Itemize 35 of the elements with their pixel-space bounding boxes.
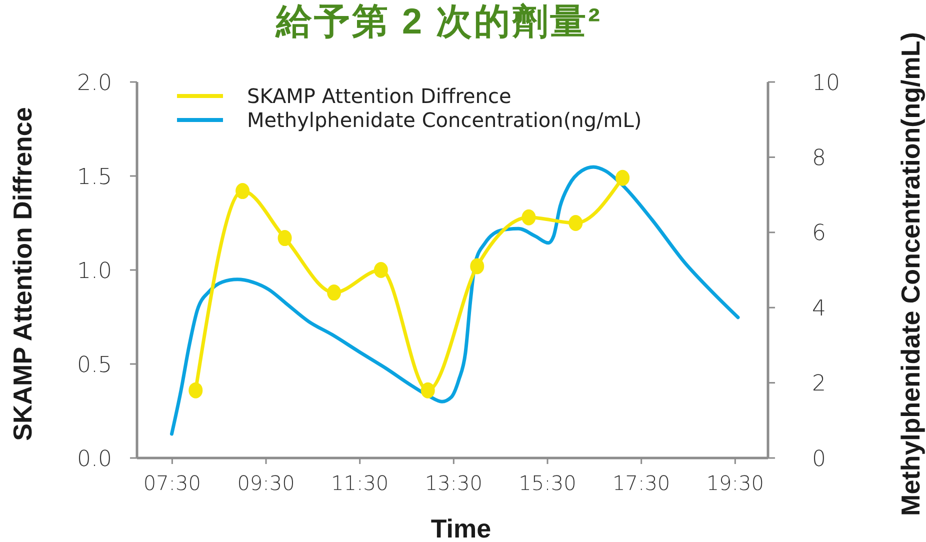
y-axis-title: SKAMP Attention Diffrence [8, 107, 38, 441]
y2-tick-label: 6 [812, 221, 826, 246]
x-tick-label: 11:30 [331, 471, 389, 496]
point [616, 170, 630, 186]
point [188, 382, 203, 398]
point [278, 230, 292, 246]
legend-label: Methylphenidate Concentration(ng/mL) [247, 108, 642, 132]
chart-title: 給予第 2 次的劑量² [276, 0, 602, 44]
point [327, 284, 342, 301]
legend-label: SKAMP Attention Diffrence [247, 84, 512, 108]
y2-tick-label: 8 [812, 146, 826, 172]
point [374, 262, 388, 278]
point [420, 382, 435, 398]
y-tick-label: 1.5 [77, 164, 112, 190]
point [568, 215, 583, 231]
line-series [170, 165, 740, 436]
x-tick-label: 13:30 [424, 471, 482, 496]
x-tick-label: 15:30 [518, 471, 576, 496]
x-axis-title: Time [430, 514, 492, 542]
x-tick-label: 17:30 [612, 471, 670, 496]
y-tick-label: 2.0 [77, 70, 112, 96]
y-tick-label: 0.5 [77, 352, 112, 378]
point [470, 258, 484, 274]
y2-tick-label: 0 [812, 446, 826, 472]
x-tick-label: 19:30 [706, 471, 764, 496]
y2-axis-title: Methylphenidate Concentration(ng/mL) [896, 32, 926, 516]
x-tick-label: 09:30 [237, 471, 295, 496]
x-tick-label: 07:30 [143, 471, 202, 496]
y-tick-label: 1.0 [77, 258, 112, 284]
y2-tick-label: 2 [812, 372, 826, 397]
point [522, 209, 536, 226]
point [236, 183, 250, 200]
y2-tick-label: 4 [812, 296, 826, 322]
y2-tick-label: 10 [812, 70, 840, 96]
y-tick-label: 0.0 [77, 446, 112, 472]
